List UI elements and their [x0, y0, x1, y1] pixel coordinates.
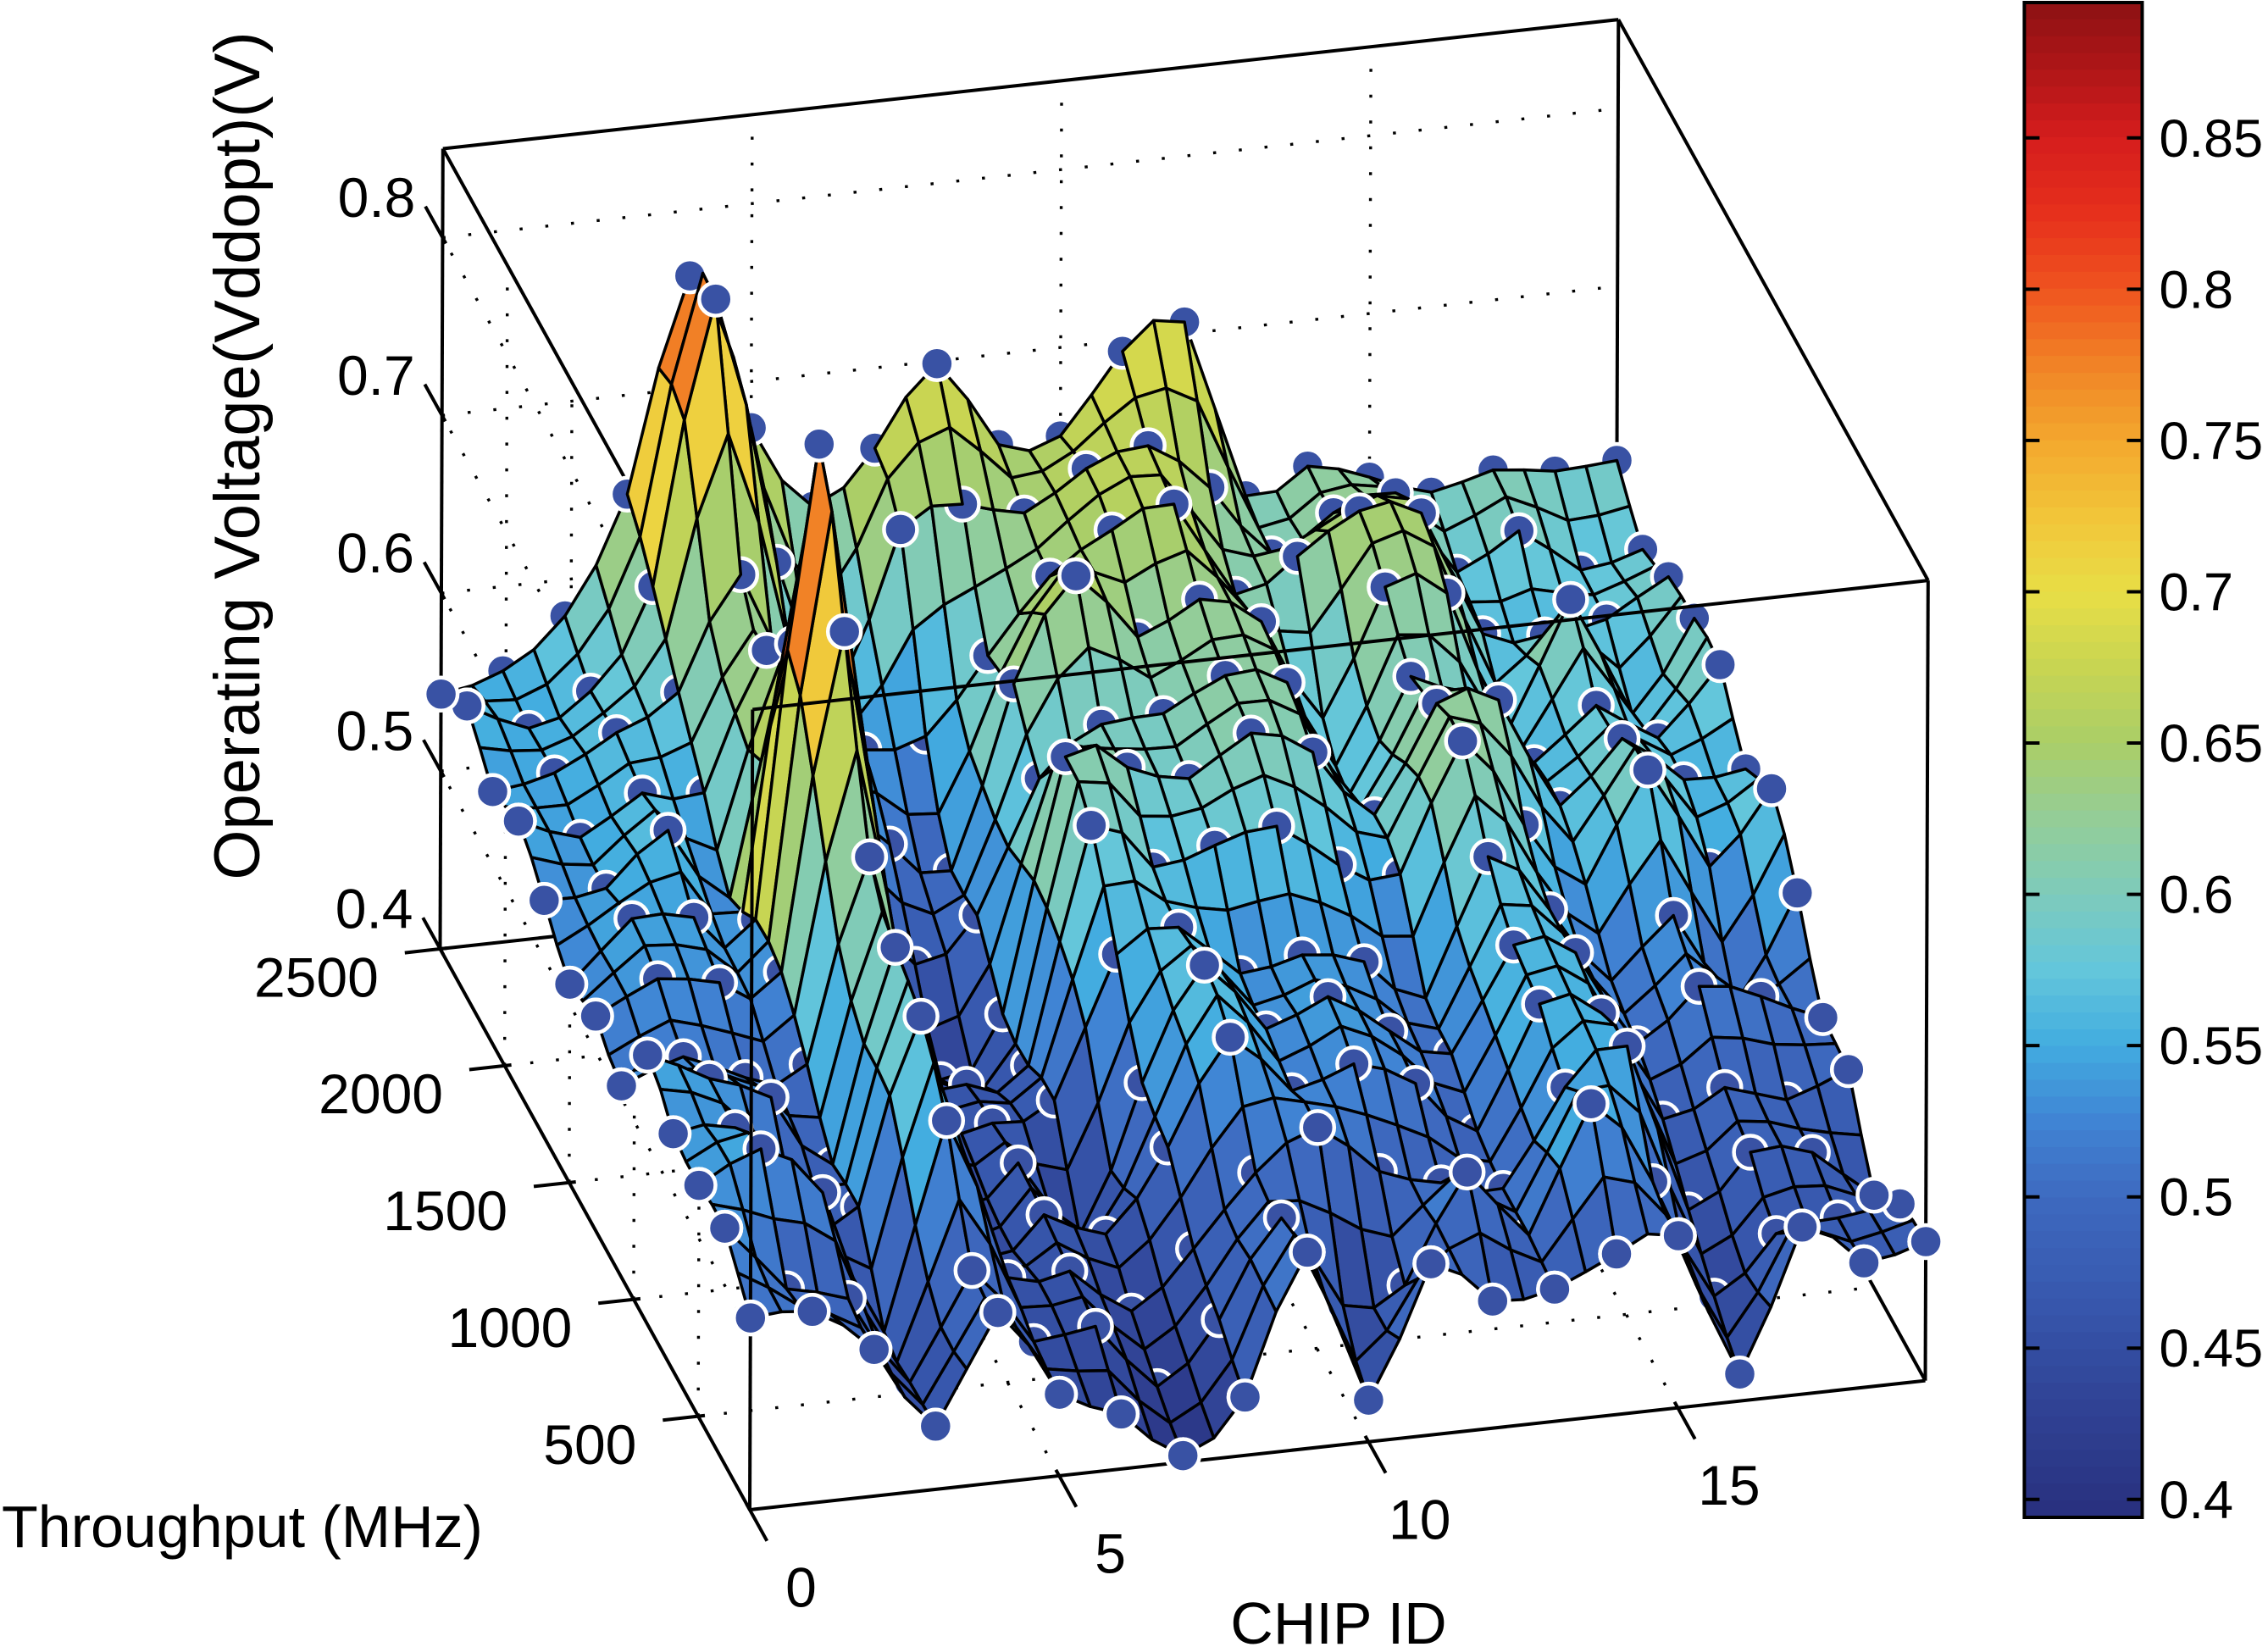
- svg-text:10: 10: [1389, 1488, 1450, 1550]
- svg-text:0.65: 0.65: [2160, 714, 2264, 774]
- svg-text:0.7: 0.7: [337, 344, 415, 407]
- svg-text:0.6: 0.6: [2160, 866, 2234, 925]
- svg-text:0.4: 0.4: [2160, 1471, 2234, 1530]
- svg-text:0.4: 0.4: [335, 878, 413, 940]
- svg-text:2000: 2000: [319, 1062, 443, 1125]
- svg-text:Throughput (MHz): Throughput (MHz): [2, 1494, 483, 1560]
- svg-text:0.85: 0.85: [2160, 109, 2264, 169]
- svg-text:2500: 2500: [254, 946, 379, 1008]
- svg-text:1000: 1000: [447, 1296, 572, 1359]
- svg-text:500: 500: [543, 1413, 636, 1476]
- svg-text:0.6: 0.6: [336, 522, 414, 585]
- svg-text:0.8: 0.8: [338, 166, 416, 229]
- svg-text:0.75: 0.75: [2160, 412, 2264, 471]
- svg-text:0.5: 0.5: [335, 700, 413, 762]
- svg-text:0.8: 0.8: [2160, 260, 2234, 319]
- svg-text:0.5: 0.5: [2160, 1168, 2234, 1228]
- svg-text:0.55: 0.55: [2160, 1017, 2264, 1076]
- svg-text:CHIP ID: CHIP ID: [1230, 1590, 1446, 1647]
- svg-text:Operating Voltage(Vddopt)(V): Operating Voltage(Vddopt)(V): [202, 31, 274, 879]
- svg-text:15: 15: [1698, 1454, 1760, 1517]
- svg-text:0.7: 0.7: [2160, 563, 2234, 623]
- svg-text:1500: 1500: [383, 1179, 507, 1242]
- svg-text:0.45: 0.45: [2160, 1319, 2264, 1378]
- svg-text:5: 5: [1095, 1522, 1126, 1584]
- svg-text:0: 0: [785, 1556, 817, 1619]
